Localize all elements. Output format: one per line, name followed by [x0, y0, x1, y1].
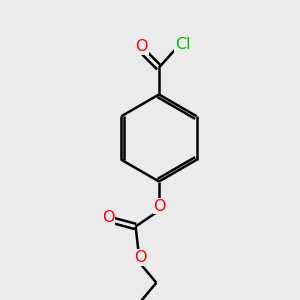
- Text: O: O: [102, 210, 114, 225]
- Text: O: O: [153, 199, 166, 214]
- Text: O: O: [135, 39, 148, 54]
- Text: O: O: [134, 250, 146, 265]
- Text: Cl: Cl: [175, 37, 190, 52]
